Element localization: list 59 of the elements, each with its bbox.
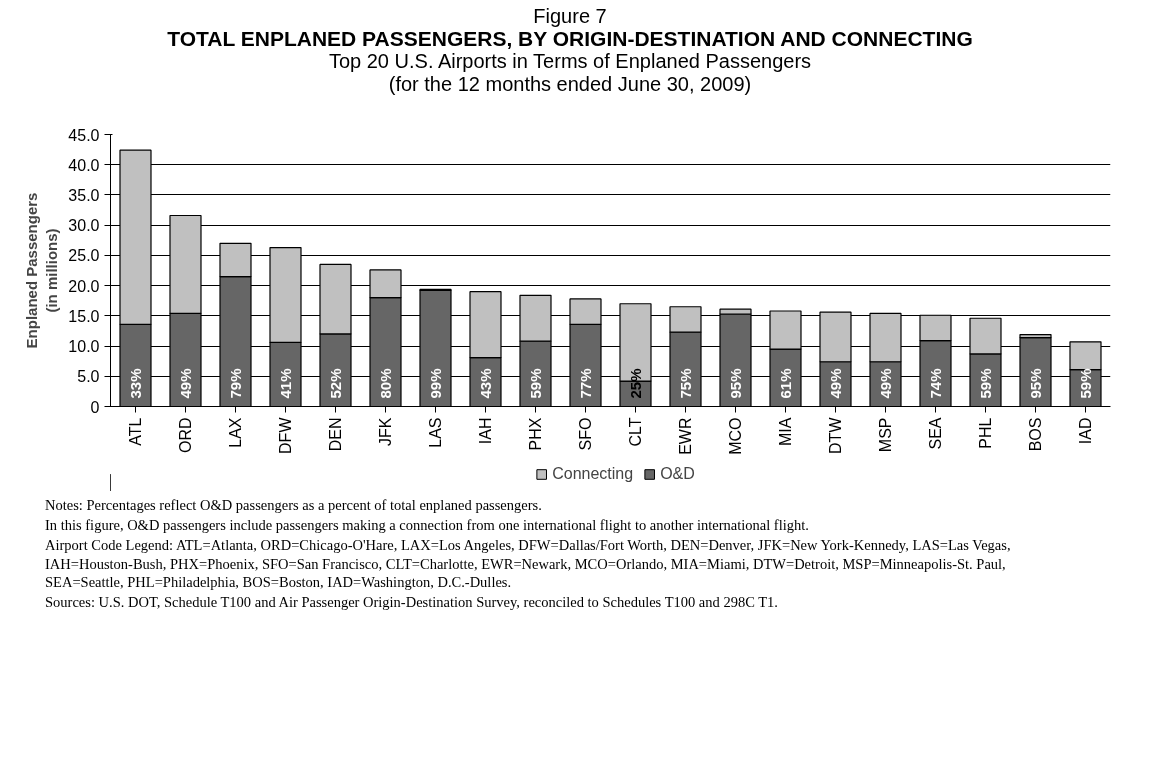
x-tick-label: LAS [427, 417, 444, 448]
annotation: 61% [777, 368, 794, 399]
y-axis-title: Enplaned Passengers (in millions) [22, 192, 61, 349]
x-tick-label: SEA [927, 417, 944, 450]
text: Notes: Percentages reflect O&D passengers as a percent of total enplaned passengers. [45, 496, 543, 515]
annotation: 59% [527, 368, 544, 399]
chart-subtitle: Top 20 U.S. Airports in Terms of Enplaned Passengers (for the 12 months ended June 30, 2009) [327, 50, 813, 97]
x-tick-label: MIA [777, 417, 794, 446]
x-tick-label: DFW [277, 416, 294, 454]
x-tick-label: CLT [627, 417, 644, 447]
y-tick-label: 5.0 [77, 368, 100, 386]
x-tick-label: PHX [527, 417, 544, 451]
x-tick-label: IAH [477, 417, 494, 445]
x-tick-label: JFK [377, 417, 394, 446]
x-tick-label: LAX [227, 417, 244, 448]
annotation: 95% [1027, 368, 1044, 399]
text: Airport Code Legend: ATL=Atlanta, ORD=Chicago-O'Hare, LAX=Los Angeles, DFW=Dallas/Fort Worth, DEN=Denver, JFK=New York-Kennedy, LAS=Las Vegas, IAH=Houston-Bush, PHX=Phoenix, SFO=San Francisco, CLT=Charlotte, EWR=Newark, MCO=Orlando, MIA=Miami, DTW=Detroit, MSP=Minneapolis-St. Paul, SEA=Seattle, PHL=Philadelphia, BOS=Boston, IAD=Washington, D.C.-Dulles. [45, 535, 1012, 593]
chart-title: Figure 7 TOTAL ENPLANED PASSENGERS, BY ORIGIN-DESTINATION AND CONNECTING [166, 5, 974, 51]
annotation: 49% [177, 368, 194, 399]
legend-label: O&D [660, 465, 695, 483]
annotation: 52% [327, 368, 344, 399]
annotation: 79% [227, 368, 244, 399]
annotation: 33% [127, 368, 144, 399]
x-tick-label: MCO [727, 417, 744, 455]
annotation: 99% [427, 368, 444, 399]
x-tick-label: SFO [577, 417, 594, 451]
annotation: 43% [477, 368, 494, 399]
annotation: 75% [677, 368, 694, 399]
source-note: Sources: U.S. DOT, Schedule T100 and Air Passenger Origin-Destination Survey, reconciled to Schedules T100 and 298C T1. [45, 593, 779, 613]
annotation: 49% [827, 368, 844, 399]
annotation: 49% [877, 368, 894, 399]
y-tick-label: 0 [90, 398, 100, 416]
x-tick-label: PHL [977, 417, 994, 449]
y-tick-label: 25.0 [68, 247, 100, 265]
legend-label: Connecting [552, 465, 634, 483]
y-tick-label: 30.0 [68, 217, 100, 235]
x-tick-label: DTW [827, 416, 844, 454]
annotation: 80% [377, 368, 394, 399]
x-tick-label: ATL [127, 417, 144, 446]
annotation: 41% [277, 368, 294, 399]
annotation: 25% [627, 368, 644, 399]
x-tick-label: BOS [1027, 417, 1044, 452]
x-tick-label: MSP [877, 417, 894, 453]
x-tick-label: DEN [327, 417, 344, 452]
x-tick-label: ORD [177, 417, 194, 454]
y-tick-label: 15.0 [68, 307, 100, 325]
y-tick-label: 40.0 [68, 156, 100, 174]
annotation: 74% [927, 368, 944, 399]
x-tick-label: EWR [677, 417, 694, 455]
y-tick-label: 45.0 [68, 126, 100, 144]
annotation: 59% [977, 368, 994, 399]
annotation: 59% [1077, 368, 1094, 399]
x-tick-label: IAD [1077, 417, 1094, 445]
text: In this figure, O&D passengers include passengers making a connection from one international flight to another international flight. [45, 515, 810, 535]
annotation: 77% [577, 368, 594, 399]
y-tick-label: 20.0 [68, 277, 100, 295]
y-tick-label: 35.0 [68, 186, 100, 204]
annotation: 95% [727, 368, 744, 399]
y-tick-label: 10.0 [68, 338, 100, 356]
